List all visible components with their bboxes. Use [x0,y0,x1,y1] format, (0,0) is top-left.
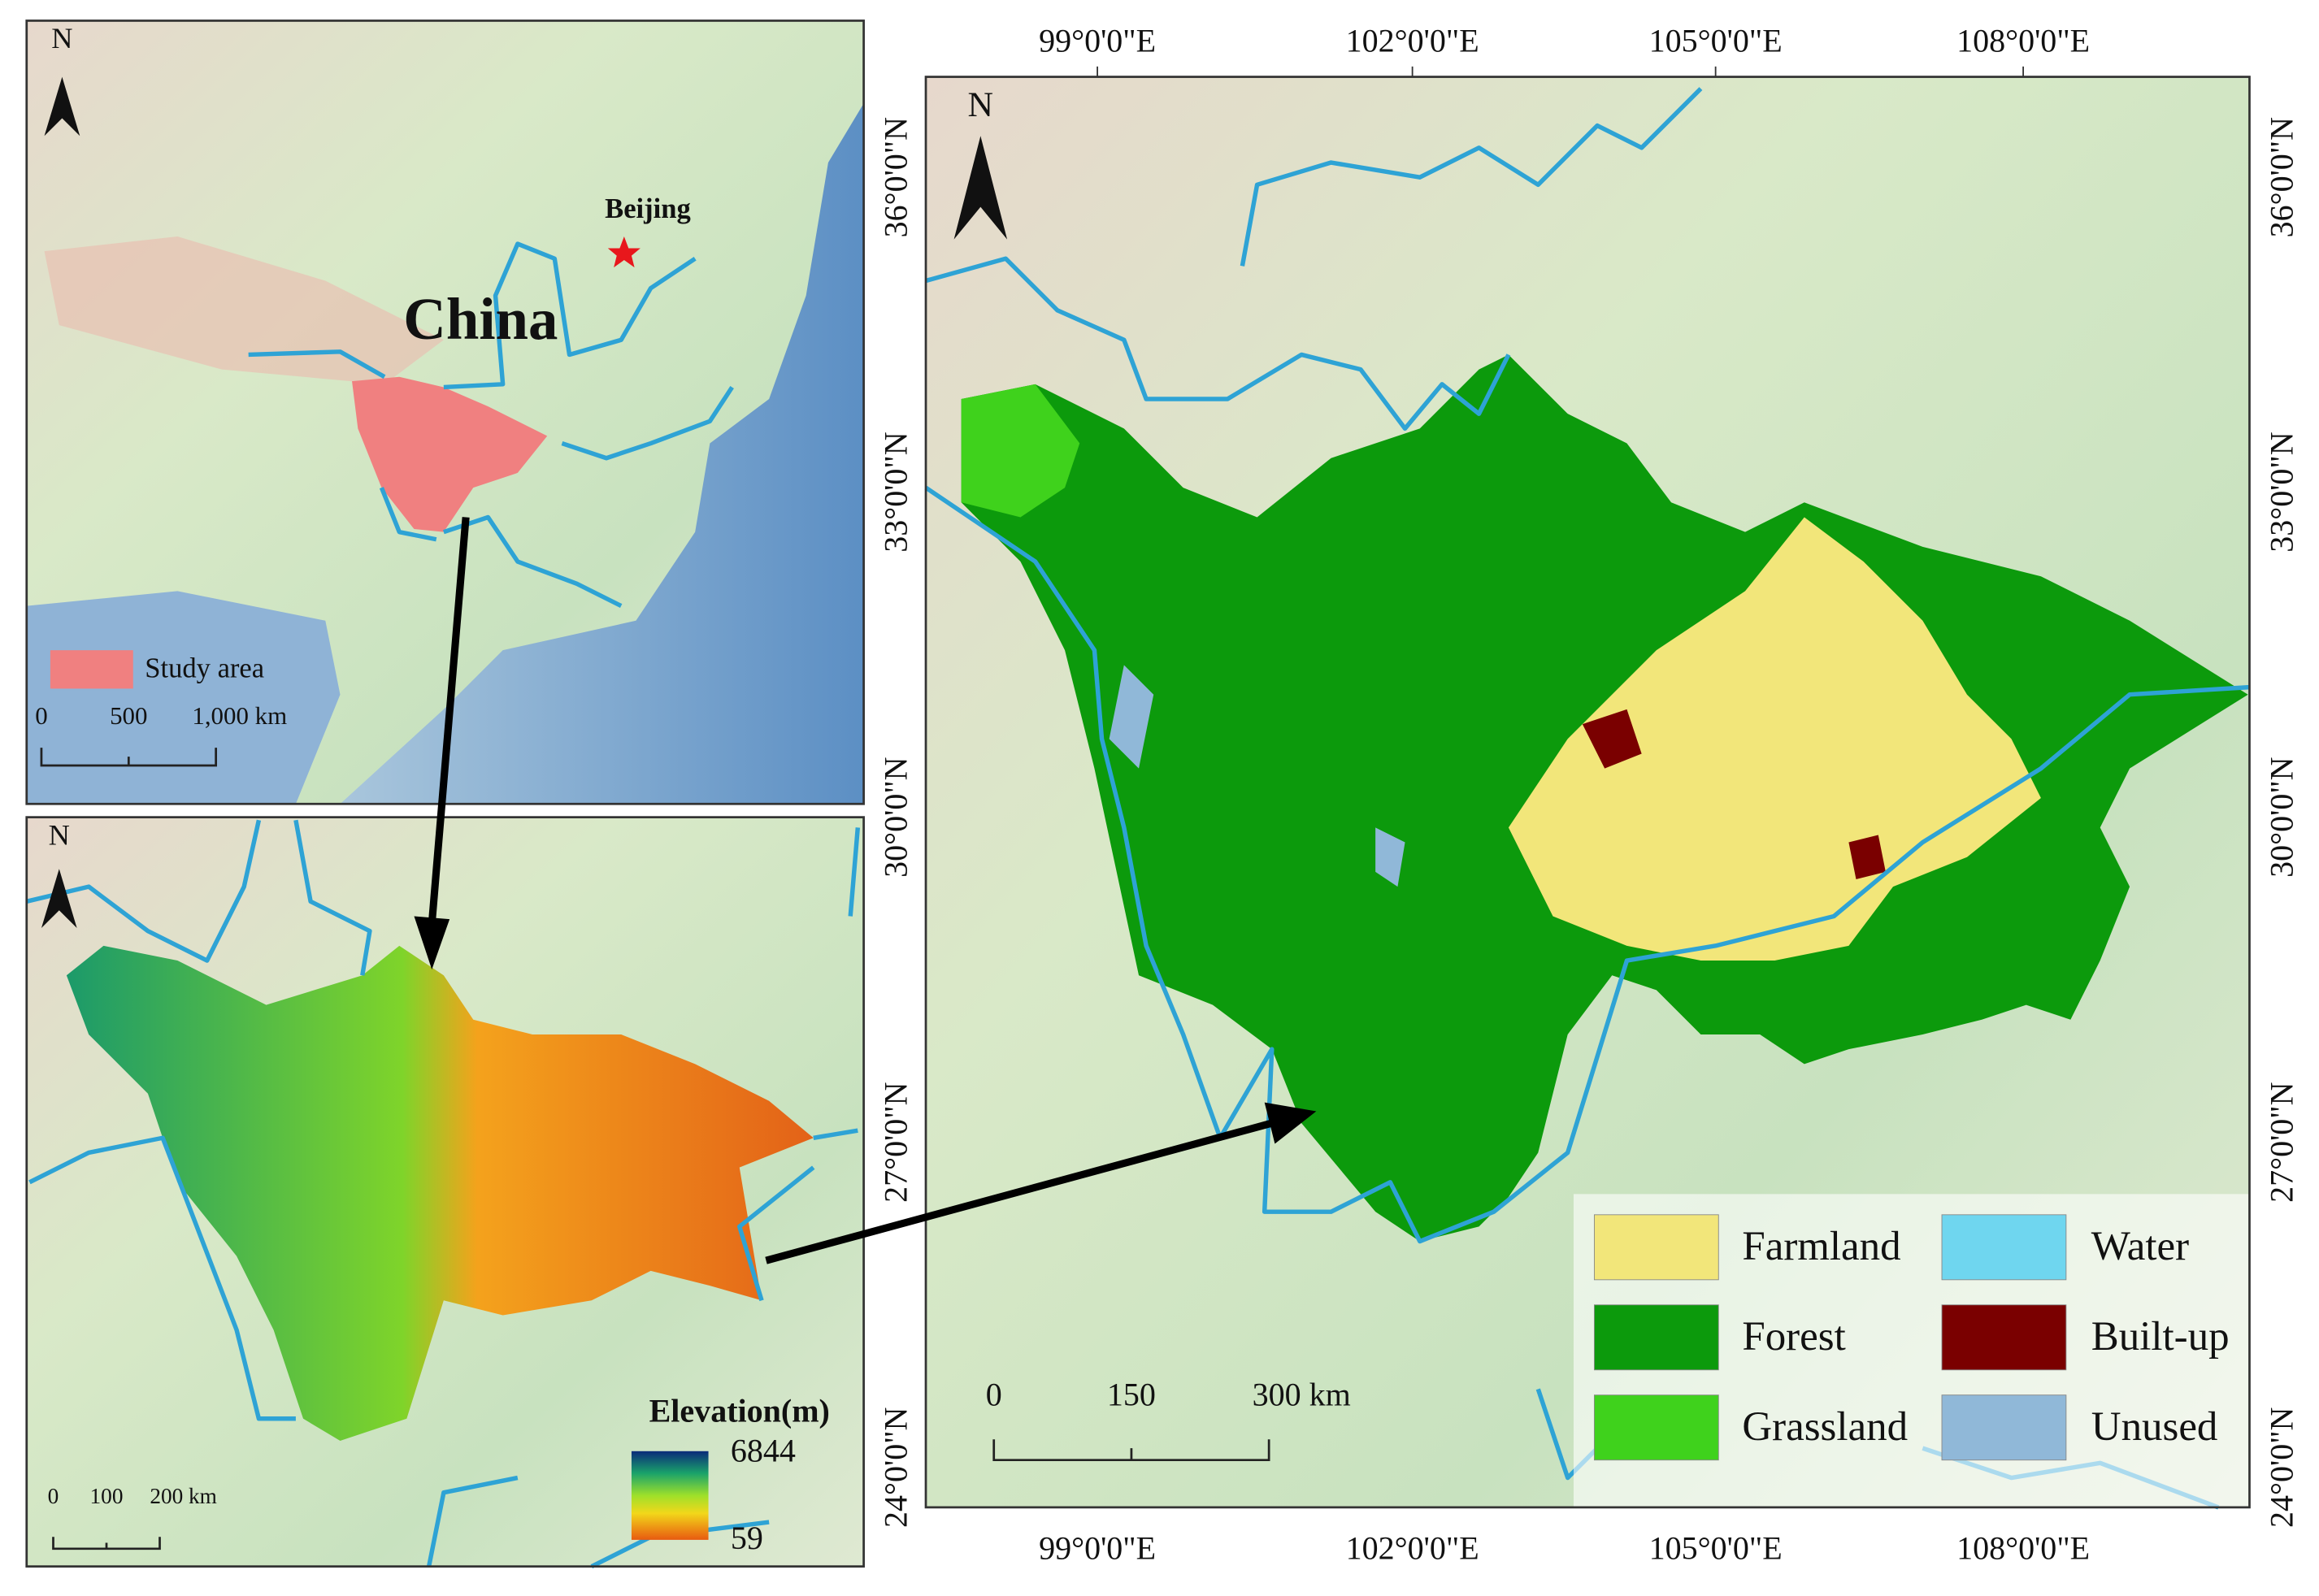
legend-swatch [50,650,133,689]
scale-bar [52,1537,161,1550]
legend-min: 59 [731,1520,763,1556]
legend-swatch [1593,1394,1719,1461]
scale-label: 500 [110,701,147,730]
longitude-label: 108°0'0"E [1956,23,2090,59]
elevation-map: N Elevation(m) 6844 59 0 100 200 km [25,816,865,1569]
north-arrow [41,869,77,929]
study-area-elevation [66,945,814,1442]
arrow [428,517,470,924]
legend-swatch [1593,1214,1719,1281]
scale-label: 300 km [1253,1377,1351,1413]
grassland-area [961,384,1080,518]
legend-swatch [1593,1304,1719,1371]
scale-label: 150 [1107,1377,1156,1413]
scale-bar [40,748,218,767]
legend-label: Study area [145,653,264,684]
scale-bar [992,1439,1270,1462]
north-label: N [968,85,994,124]
north-label: N [51,22,72,54]
frame [924,76,2251,1509]
north-label: N [49,818,70,851]
legend-label: Forest [1742,1314,1845,1360]
latitude-label: 30°0'0"N [877,757,914,877]
longitude-label: 102°0'0"E [1346,1530,1479,1567]
unused-area [1109,665,1405,887]
legend-label: Built-up [2091,1314,2230,1360]
elevation-ramp [631,1451,709,1540]
north-arrow [953,136,1008,240]
scale-label: 100 [90,1484,124,1508]
latitude-label: 36°0'0"N [2263,117,2299,237]
longitude-label: 108°0'0"E [1956,1530,2090,1567]
sea [340,103,864,805]
landuse-map: N 0 150 300 km Farmland Water Forest Built-… [924,76,2251,1510]
legend-label: Water [2091,1224,2189,1269]
plateau [44,236,444,384]
latitude-label: 27°0'0"N [877,1082,914,1203]
longitude-label: 105°0'0"E [1649,23,1783,59]
longitude-label: 105°0'0"E [1649,1530,1783,1567]
legend-label: Farmland [1742,1224,1900,1269]
border [924,87,2250,1510]
frame [25,816,865,1568]
latitude-label: 24°0'0"N [2263,1407,2299,1528]
legend-swatch [1941,1304,2067,1371]
arrows [414,517,1317,1264]
latitude-label: 33°0'0"N [2263,432,2299,552]
city-label: Beijing [605,193,691,224]
study-area [352,376,548,532]
longitude-label: 99°0'0"E [1039,23,1156,59]
sea [26,591,341,805]
legend-label: Unused [2091,1404,2218,1450]
latitude-label: 30°0'0"N [2263,757,2299,877]
legend-max: 6844 [731,1433,796,1469]
arrowhead [1264,1102,1317,1144]
latitude-label: 33°0'0"N [877,432,914,552]
north-arrow [44,76,80,137]
latitude-label: 27°0'0"N [2263,1082,2299,1203]
scale-label: 200 km [150,1484,217,1508]
legend-swatch [1941,1394,2067,1461]
border [248,241,734,609]
overview-map: Beijing China N Study area 0 500 1,000 k… [25,20,865,805]
scale-label: 0 [986,1377,1002,1413]
legend-swatch [1941,1214,2067,1281]
arrow [765,1119,1273,1264]
latitude-label: 36°0'0"N [877,117,914,237]
scale-label: 0 [48,1484,59,1508]
scale-label: 1,000 km [192,701,287,730]
longitude-label: 99°0'0"E [1039,1530,1156,1567]
country-label: China [403,286,558,352]
longitude-label: 102°0'0"E [1346,23,1479,59]
latitude-label: 24°0'0"N [877,1407,914,1528]
arrowhead [414,916,450,969]
legend-label: Grassland [1742,1404,1908,1450]
legend-title: Elevation(m) [649,1393,830,1429]
capital-star [607,236,641,268]
farmland-area [1508,517,2041,961]
scale-label: 0 [35,701,47,730]
builtup-area [1582,709,1886,880]
